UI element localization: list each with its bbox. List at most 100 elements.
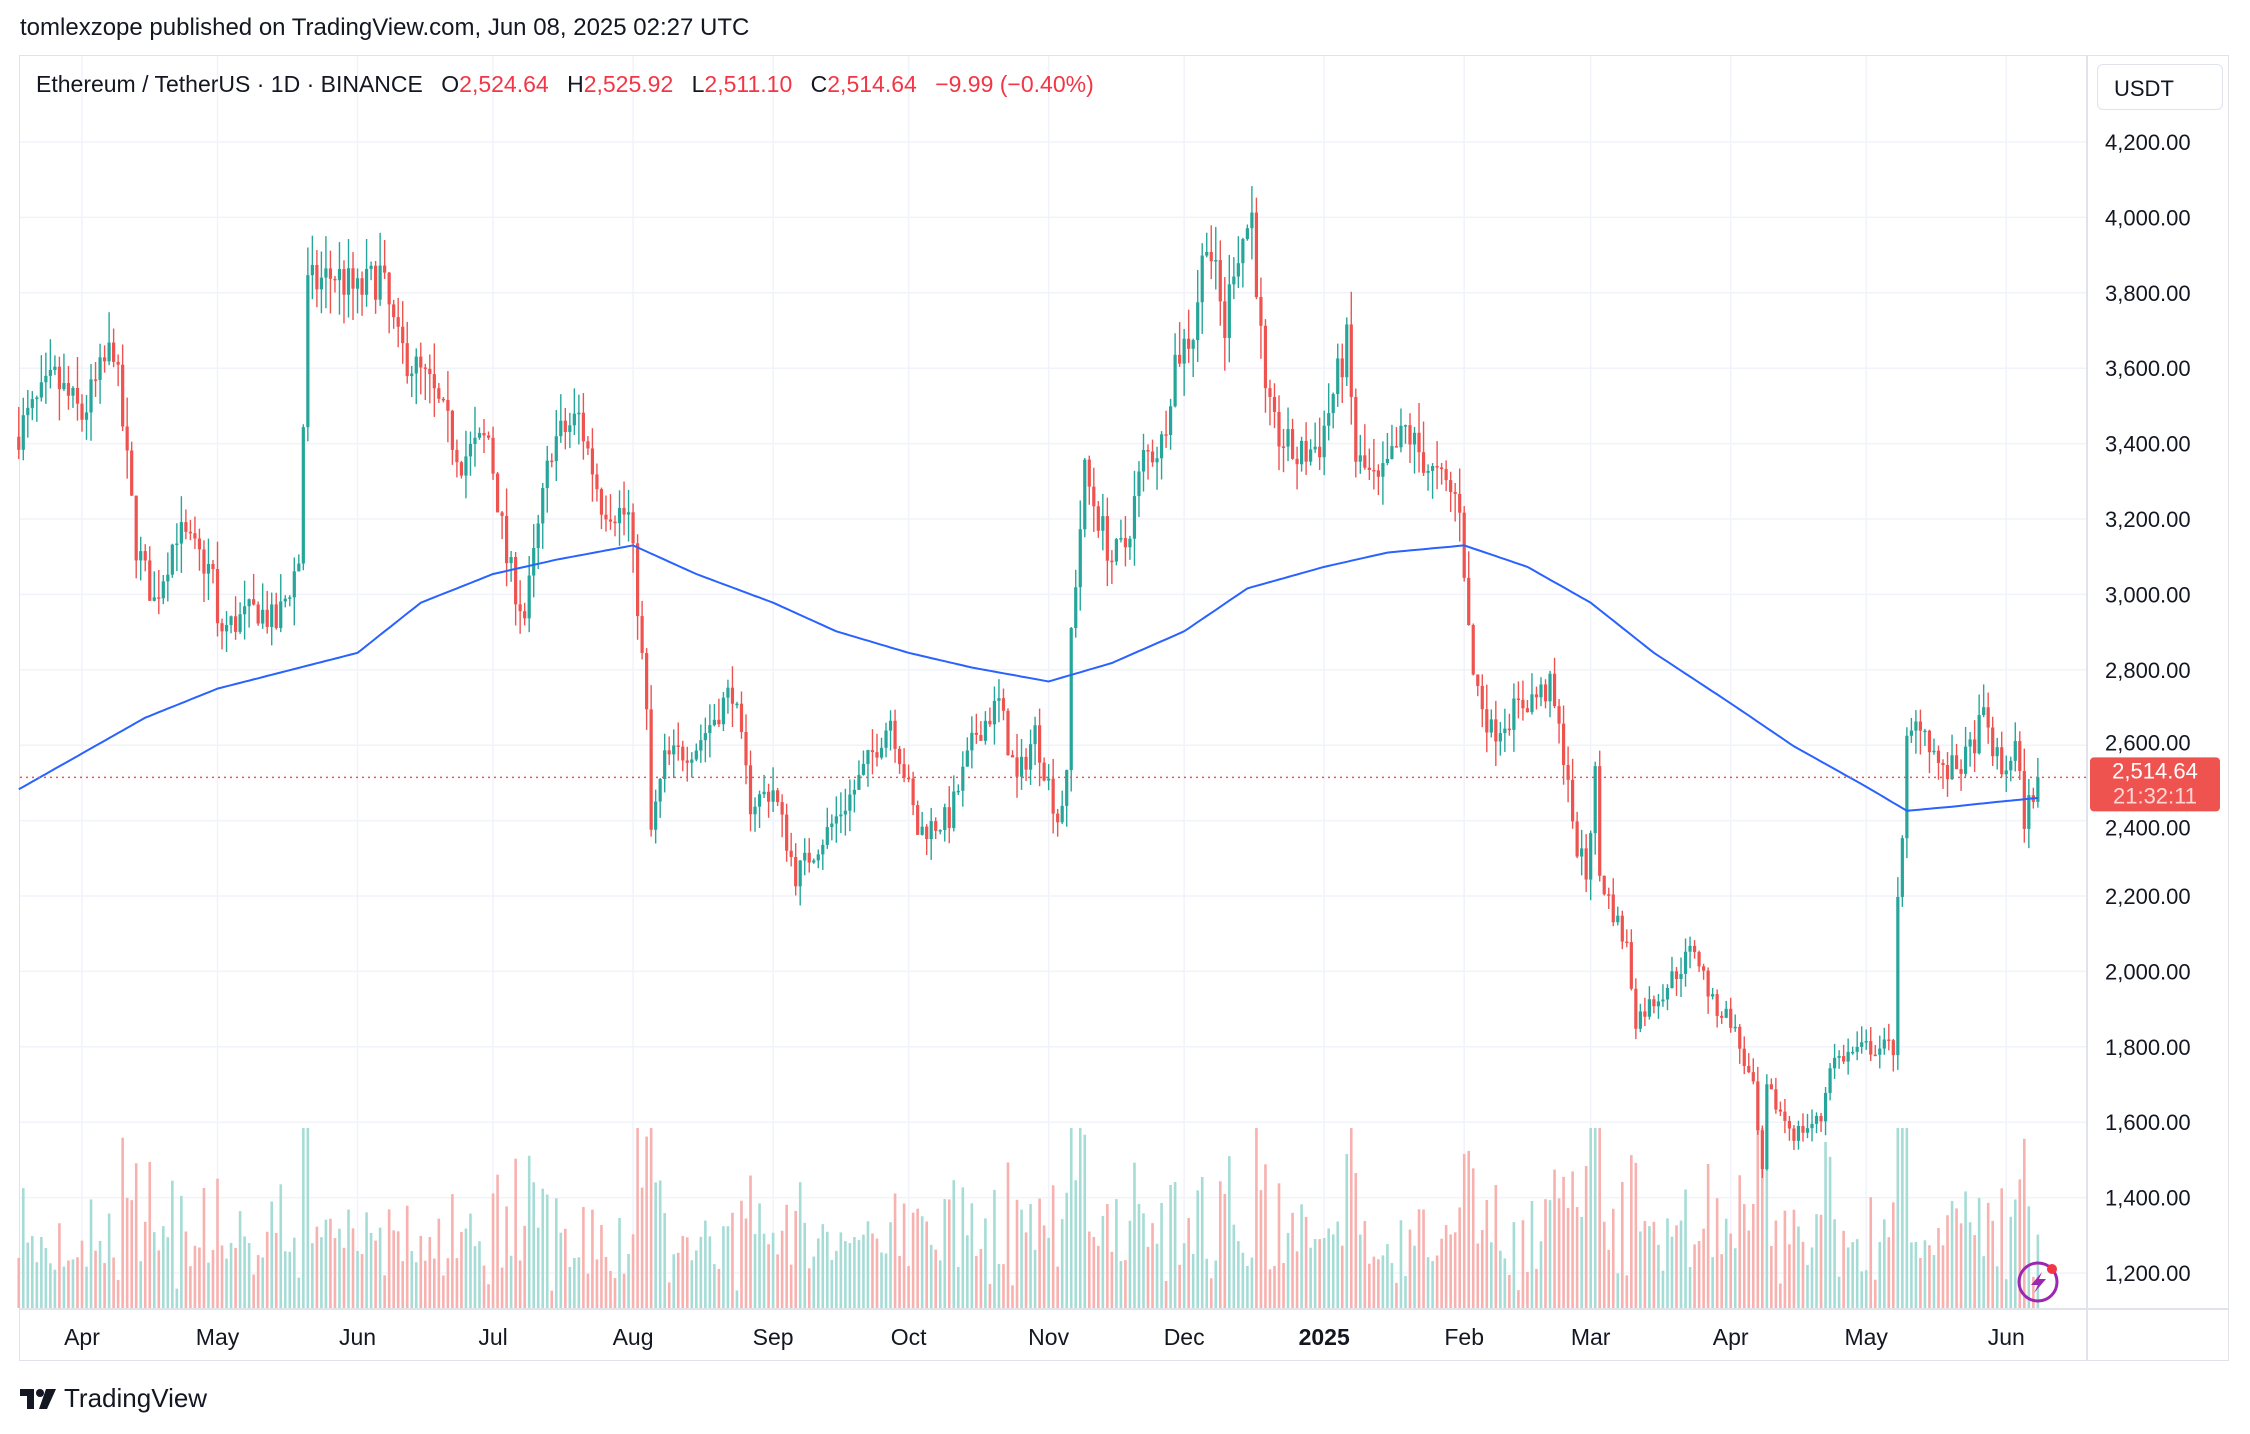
candle-body	[934, 821, 938, 831]
volume-bar	[1512, 1222, 1516, 1308]
candle-body	[405, 343, 409, 377]
volume-bar	[1467, 1150, 1471, 1308]
candle-body	[1010, 755, 1015, 758]
candle-body	[1607, 894, 1611, 896]
volume-bar	[446, 1258, 450, 1308]
symbol-title[interactable]: Ethereum / TetherUS · 1D · BINANCE	[36, 71, 423, 97]
candle-body	[175, 543, 179, 546]
candle-body	[66, 383, 71, 396]
volume-bar	[1964, 1191, 1967, 1308]
candle-body	[803, 852, 807, 861]
candle-body	[500, 512, 504, 516]
volume-bar	[85, 1266, 88, 1308]
candle-body	[965, 750, 969, 767]
volume-bar	[740, 1200, 743, 1308]
candle-body	[107, 342, 111, 362]
volume-bar	[1309, 1247, 1312, 1308]
candle-body	[1033, 725, 1037, 745]
candle-body	[1245, 228, 1249, 240]
candle-body	[1019, 756, 1024, 777]
volume-bar	[1756, 1128, 1760, 1308]
volume-bar	[1444, 1225, 1448, 1308]
candle-body	[211, 563, 215, 570]
candle-body	[1711, 994, 1715, 997]
time-tick-label: Oct	[891, 1324, 927, 1350]
footer-brand[interactable]: TradingView	[20, 1383, 207, 1414]
candle-body	[1015, 757, 1019, 777]
candle-body	[1851, 1051, 1855, 1054]
candle-body	[821, 844, 825, 855]
candle-body	[626, 512, 631, 515]
candle-body	[1742, 1048, 1746, 1066]
candle-body	[1661, 999, 1665, 1002]
candle-body	[1024, 756, 1028, 770]
volume-bar	[1824, 1141, 1827, 1308]
candle-body	[1218, 260, 1222, 302]
candle-body	[902, 764, 906, 778]
volume-bar	[993, 1189, 996, 1308]
volume-bar	[853, 1237, 856, 1308]
candle-body	[374, 265, 378, 300]
candle-body	[1214, 260, 1218, 262]
volume-bar	[279, 1184, 283, 1308]
candle-body	[1394, 446, 1399, 448]
volume-bar	[1914, 1241, 1918, 1308]
volume-bar	[929, 1244, 933, 1308]
price-tick-label: 3,400.00	[2105, 432, 2191, 457]
candle-body	[694, 750, 698, 760]
candle-body	[658, 779, 662, 802]
high-label: H	[567, 71, 584, 97]
candle-body	[1480, 685, 1484, 710]
candle-body	[202, 549, 206, 574]
candle-body	[1765, 1084, 1769, 1170]
candle-body	[274, 604, 278, 628]
candle-body	[997, 698, 1001, 701]
volume-bar	[1869, 1197, 1873, 1308]
lightning-icon[interactable]	[2017, 1261, 2059, 1303]
volume-bar	[1982, 1256, 1985, 1308]
volume-bar	[1471, 1168, 1475, 1308]
candle-body	[468, 443, 473, 457]
volume-bar	[1729, 1233, 1733, 1308]
candle-body	[1679, 973, 1683, 980]
candle-body	[1846, 1051, 1850, 1062]
volume-bar	[229, 1242, 233, 1308]
candle-body	[337, 268, 342, 281]
candle-body	[1187, 338, 1191, 349]
volume-bar	[1661, 1270, 1665, 1308]
candle-body	[956, 790, 960, 793]
currency-unit-button[interactable]: USDT	[2097, 64, 2223, 110]
volume-bar	[695, 1250, 698, 1308]
candle-body	[1598, 766, 1602, 876]
candle-body	[893, 720, 897, 749]
candle-body	[1435, 466, 1439, 468]
candle-body	[1932, 750, 1936, 753]
volume-bar	[798, 1182, 802, 1308]
volume-bar	[1815, 1214, 1818, 1308]
volume-bar	[148, 1161, 152, 1308]
volume-bar	[1187, 1217, 1190, 1308]
volume-bar	[640, 1187, 644, 1308]
candle-body	[1363, 455, 1367, 468]
candle-body	[297, 563, 301, 572]
candle-body	[1164, 434, 1168, 436]
volume-bar	[1232, 1224, 1236, 1308]
candle-body	[328, 268, 333, 279]
volume-bar	[780, 1230, 784, 1308]
candle-body	[1887, 1039, 1891, 1042]
time-tick-label: 2025	[1299, 1324, 1350, 1350]
volume-bar	[907, 1266, 910, 1308]
candle-body	[383, 265, 387, 273]
volume-bar	[1453, 1232, 1457, 1308]
candle-body	[2004, 770, 2008, 775]
volume-bar	[333, 1238, 337, 1308]
volume-bar	[1449, 1234, 1452, 1308]
candle-body	[735, 703, 739, 706]
volume-bar	[392, 1230, 395, 1308]
volume-bar	[835, 1250, 838, 1308]
volume-bar	[1092, 1236, 1096, 1308]
volume-bar	[383, 1275, 386, 1308]
candle-body	[568, 425, 572, 432]
volume-bar	[478, 1241, 481, 1308]
